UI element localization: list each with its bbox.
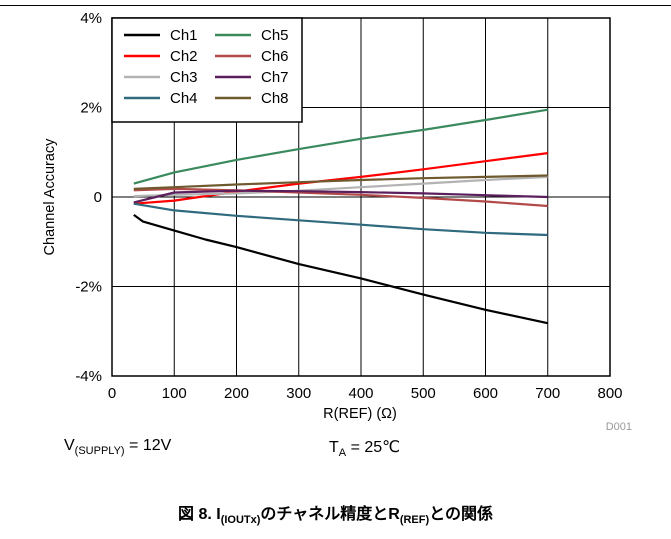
legend-label-ch1: Ch1 <box>170 27 198 44</box>
temp-value: = 25℃ <box>346 439 401 456</box>
x-tick-label: 300 <box>286 385 311 402</box>
series-line-ch8 <box>133 174 548 190</box>
figure-id: D001 <box>606 421 632 430</box>
supply-value: = 12V <box>124 437 172 454</box>
caption-subscript-ioutx: (IOUTx) <box>220 514 261 527</box>
y-tick-label: 0 <box>94 189 102 206</box>
caption-prefix: 図 8. I <box>178 506 221 523</box>
x-axis-label: R(REF) (Ω) <box>323 406 397 422</box>
y-axis-label: Channel Accuracy <box>42 138 58 256</box>
x-tick-label: 0 <box>108 385 116 402</box>
x-tick-label: 500 <box>411 385 436 402</box>
supply-voltage-condition: V(SUPPLY) = 12V <box>64 437 171 457</box>
figure-caption: 図 8. I(IOUTx)のチャネル精度とR(REF)との関係 <box>0 500 671 526</box>
series-line-ch3 <box>133 175 548 198</box>
series-line-ch7 <box>133 189 548 204</box>
x-tick-label: 600 <box>473 385 498 402</box>
x-tick-label: 700 <box>535 385 560 402</box>
top-rule <box>0 5 671 6</box>
legend-label-ch5: Ch5 <box>261 27 289 44</box>
y-tick-label: 4% <box>80 10 102 27</box>
y-tick-label: 2% <box>80 100 102 117</box>
legend-label-ch8: Ch8 <box>261 90 289 107</box>
caption-subscript-ref: (REF) <box>399 514 430 527</box>
series-line-ch6 <box>133 187 548 208</box>
x-tick-label: 400 <box>348 385 373 402</box>
legend-label-ch7: Ch7 <box>261 69 289 86</box>
legend-label-ch6: Ch6 <box>261 48 289 65</box>
caption-middle: のチャネル精度とR <box>260 506 400 523</box>
temperature-condition: TA = 25℃ <box>329 437 400 459</box>
legend-label-ch4: Ch4 <box>170 90 198 107</box>
temp-symbol: T <box>329 439 339 456</box>
legend-label-ch3: Ch3 <box>170 69 198 86</box>
x-tick-label: 800 <box>597 385 622 402</box>
series-line-ch1 <box>133 214 549 325</box>
temp-subscript: A <box>338 447 347 460</box>
series-line-ch4 <box>133 202 548 237</box>
supply-subscript: (SUPPLY) <box>74 445 125 458</box>
y-tick-label: -4% <box>75 368 102 385</box>
x-tick-label: 200 <box>224 385 249 402</box>
supply-symbol: V <box>64 437 75 454</box>
y-tick-label: -2% <box>75 279 102 296</box>
plot-frame <box>111 17 611 377</box>
series-line-ch5 <box>133 108 548 185</box>
plot-area: 0 100 200 300 400 500 600 700 800 -4% -2% 0 2% 4% Ch1 C… <box>42 10 632 430</box>
caption-suffix: との関係 <box>429 506 493 523</box>
accuracy-chart: 0 100 200 300 400 500 600 700 800 -4% -2% 0 2% 4% Ch1 C… <box>42 10 632 430</box>
x-tick-label: 100 <box>162 385 187 402</box>
legend-label-ch2: Ch2 <box>170 48 198 65</box>
